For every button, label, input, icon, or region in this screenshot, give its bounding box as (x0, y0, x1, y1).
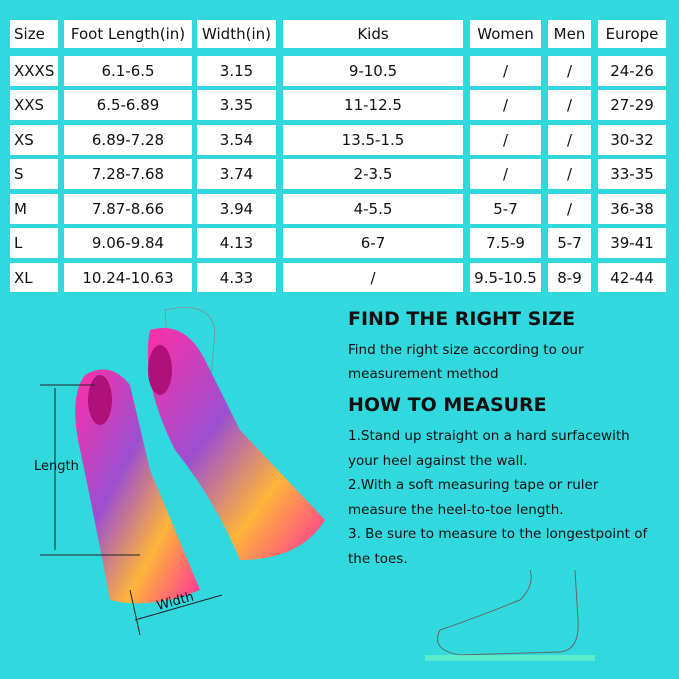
table-cell: 4.33 (197, 263, 276, 292)
sock-wireframe (164, 307, 216, 391)
table-cell: / (470, 90, 541, 120)
length-label: Length (34, 459, 79, 474)
header-cell: Foot Length(in) (64, 20, 192, 48)
text-line: your heel against the wall. (348, 452, 528, 469)
table-cell: S (10, 159, 58, 189)
table-cell: / (470, 159, 541, 189)
width-guide (129, 589, 141, 636)
table-cell: 24-26 (598, 56, 666, 86)
table-cell: / (548, 56, 591, 86)
table-cell: 4-5.5 (283, 194, 463, 224)
floor (425, 655, 595, 661)
table-cell: / (548, 90, 591, 120)
header-cell: Size (10, 20, 58, 48)
header-cell: Women (470, 20, 541, 48)
right-foot-pocket (148, 345, 172, 395)
table-cell: 5-7 (470, 194, 541, 224)
text-line: 1.Stand up straight on a hard surfacewit… (348, 428, 630, 444)
table-cell: 13.5-1.5 (283, 125, 463, 155)
text-line: 3. Be sure to measure to the longestpoin… (348, 526, 648, 542)
text-line: Find the right size according to our (348, 342, 584, 358)
table-cell: 3.15 (197, 56, 276, 86)
table-cell: 9-10.5 (283, 56, 463, 86)
header-cell: Men (548, 20, 591, 48)
table-cell: 33-35 (598, 159, 666, 189)
table-cell: 8-9 (548, 263, 591, 292)
table-cell: 39-41 (598, 228, 666, 258)
table-cell: 27-29 (598, 90, 666, 120)
table-cell: 36-38 (598, 194, 666, 224)
table-cell: 3.74 (197, 159, 276, 189)
text-line: the toes. (348, 550, 408, 567)
table-cell: 6.5-6.89 (64, 90, 192, 120)
left-foot-pocket (88, 375, 112, 425)
table-cell: 3.35 (197, 90, 276, 120)
table-cell: 5-7 (548, 228, 591, 258)
table-cell: / (470, 56, 541, 86)
table-cell: 11-12.5 (283, 90, 463, 120)
table-cell: 6-7 (283, 228, 463, 258)
table-cell: 6.89-7.28 (64, 125, 192, 155)
table-cell: 42-44 (598, 263, 666, 292)
table-cell: 3.94 (197, 194, 276, 224)
text-line: measure the heel-to-toe length. (348, 501, 564, 518)
table-cell: / (548, 194, 591, 224)
table-cell: 7.87-8.66 (64, 194, 192, 224)
table-cell: 2-3.5 (283, 159, 463, 189)
table-cell: XL (10, 263, 58, 292)
table-cell: 3.54 (197, 125, 276, 155)
table-cell: M (10, 194, 58, 224)
table-cell: 30-32 (598, 125, 666, 155)
right-fin (147, 328, 325, 560)
text-line: 2.With a soft measuring tape or ruler (348, 477, 599, 493)
text-line: measurement method (348, 366, 499, 382)
left-fin (75, 369, 200, 604)
width-arrow (134, 594, 223, 621)
section-title: HOW TO MEASURE (348, 394, 547, 416)
table-cell: 10.24-10.63 (64, 263, 192, 292)
table-cell: / (548, 159, 591, 189)
table-cell: 9.5-10.5 (470, 263, 541, 292)
table-cell: 7.28-7.68 (64, 159, 192, 189)
table-cell: 6.1-6.5 (64, 56, 192, 86)
table-cell: 9.06-9.84 (64, 228, 192, 258)
table-cell: XXXS (10, 56, 58, 86)
table-cell: XXS (10, 90, 58, 120)
foot-outline (437, 569, 579, 656)
header-cell: Width(in) (197, 20, 276, 48)
table-cell: L (10, 228, 58, 258)
table-cell: / (283, 263, 463, 292)
table-cell: / (548, 125, 591, 155)
table-cell: XS (10, 125, 58, 155)
section-title: FIND THE RIGHT SIZE (348, 308, 576, 330)
table-cell: / (470, 125, 541, 155)
header-cell: Kids (283, 20, 463, 48)
table-cell: 4.13 (197, 228, 276, 258)
table-cell: 7.5-9 (470, 228, 541, 258)
header-cell: Europe (598, 20, 666, 48)
